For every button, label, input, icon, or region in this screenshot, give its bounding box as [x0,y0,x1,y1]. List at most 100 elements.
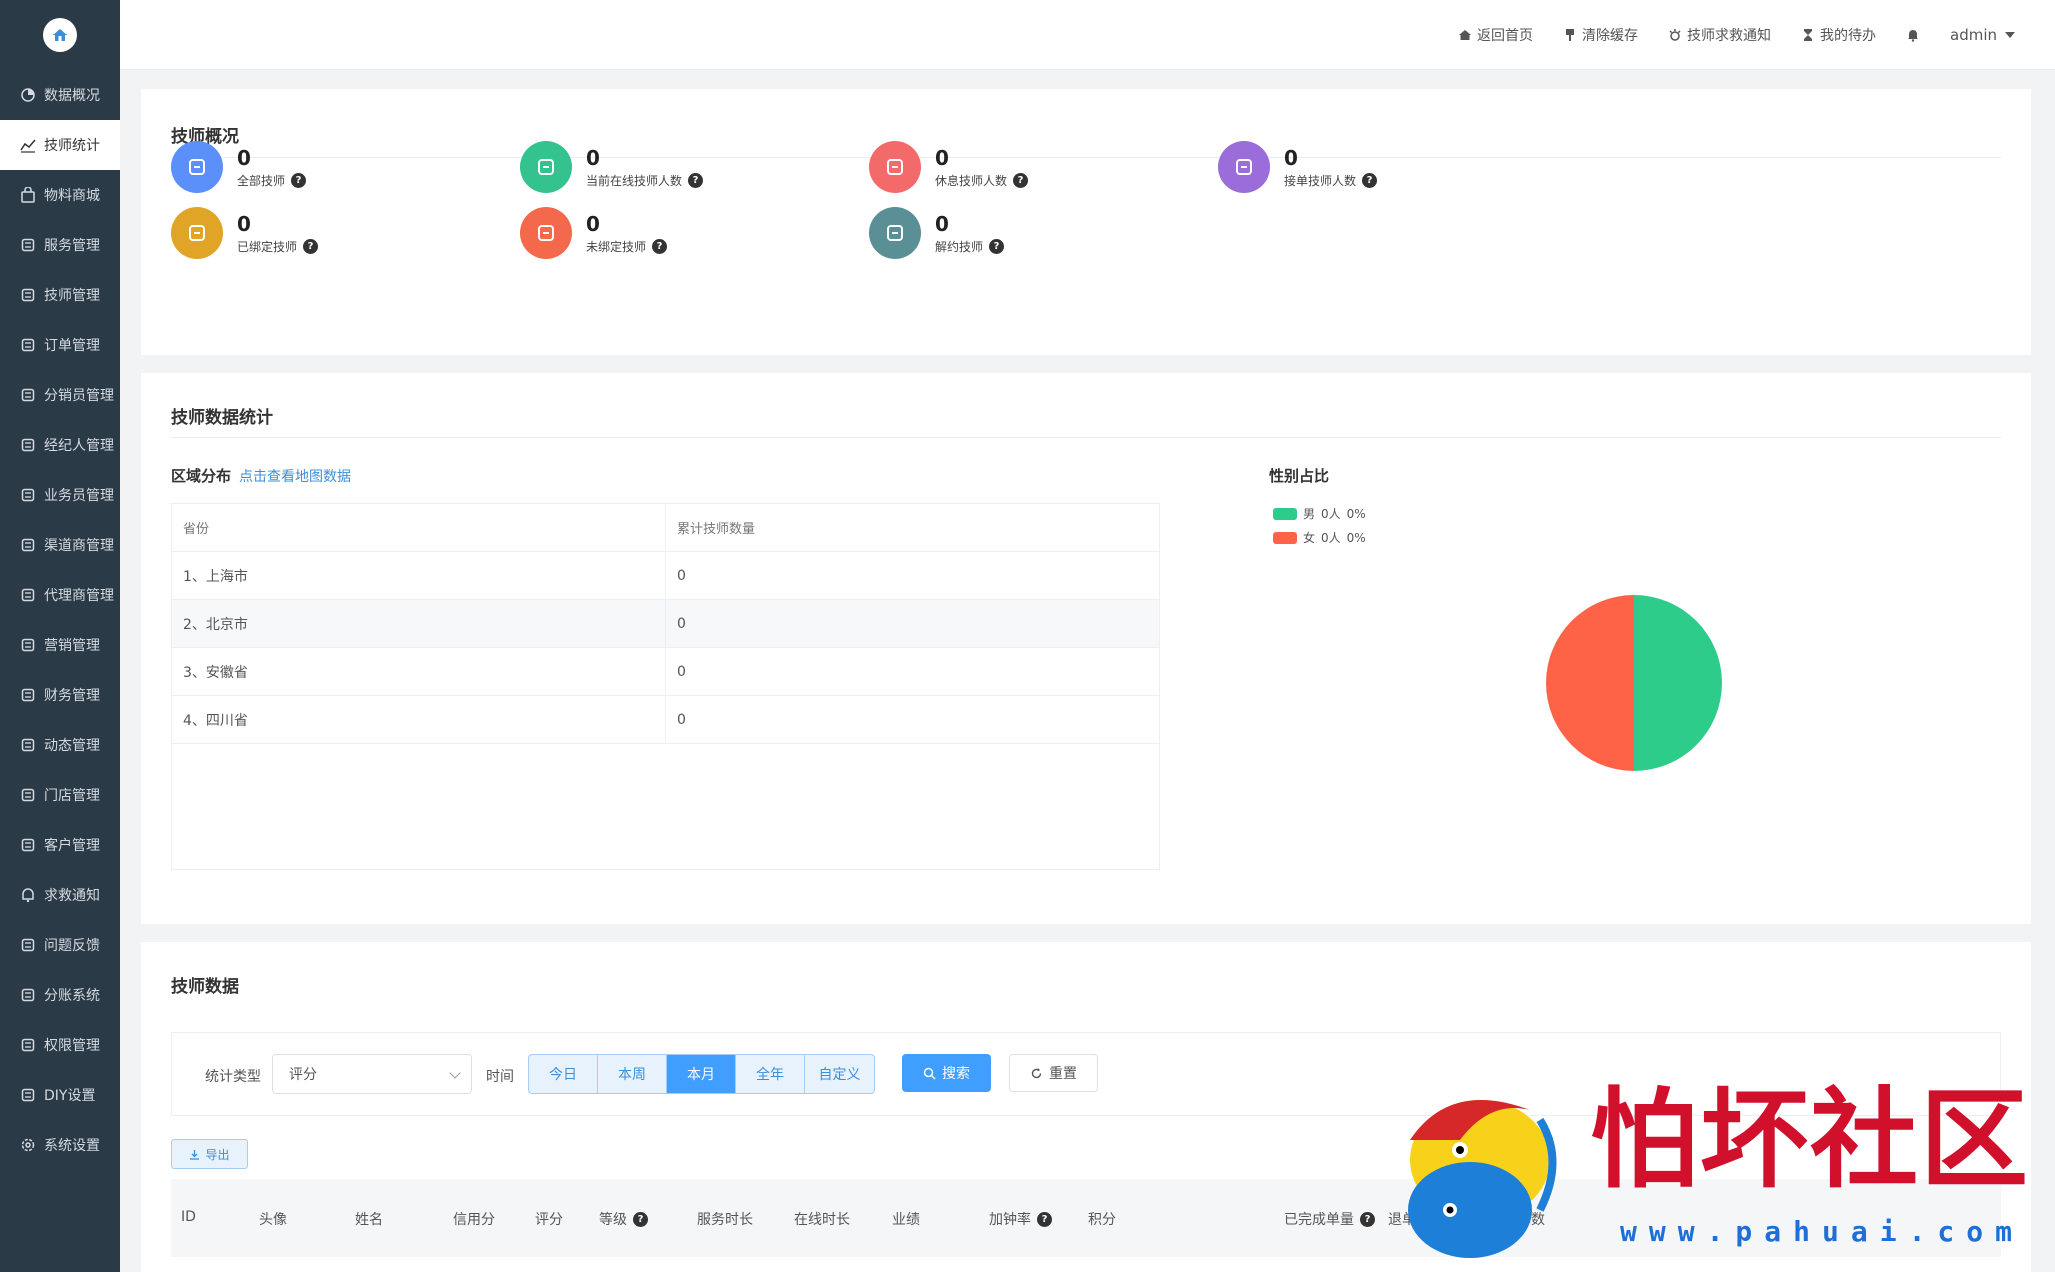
sos-notice-link[interactable]: 技师求救通知 [1668,25,1771,45]
sidebar-item-2[interactable]: 物料商城 [0,170,120,220]
stat-item: 0 休息技师人数? [869,141,1029,193]
province-cell: 1、上海市 [172,552,666,599]
sidebar-item-9[interactable]: 渠道商管理 [0,520,120,570]
sidebar-item-5[interactable]: 订单管理 [0,320,120,370]
export-button[interactable]: 导出 [171,1139,248,1169]
column-header[interactable]: 在线时长 [794,1209,850,1229]
sidebar-item-19[interactable]: 权限管理 [0,1020,120,1070]
sidebar-item-label: 业务员管理 [44,488,114,504]
help-icon[interactable]: ? [989,238,1005,254]
table-row: 1、上海市 0 [172,552,1159,600]
legend-item[interactable]: 女 0人 0% [1273,529,1366,546]
sidebar-item-14[interactable]: 门店管理 [0,770,120,820]
sidebar-item-8[interactable]: 业务员管理 [0,470,120,520]
legend-item[interactable]: 男 0人 0% [1273,505,1366,522]
region-title: 区域分布 [171,467,232,485]
file-x-icon [869,207,921,259]
sidebar-item-7[interactable]: 经纪人管理 [0,420,120,470]
user-menu[interactable]: admin [1950,26,2015,44]
pie-slice-女[interactable] [1546,595,1634,771]
stat-label: 未绑定技师 [586,239,647,254]
column-label: 业绩 [892,1212,920,1228]
time-option[interactable]: 本周 [598,1055,667,1093]
sidebar-item-12[interactable]: 财务管理 [0,670,120,720]
legend-count: 0人 [1321,531,1341,545]
view-map-link[interactable]: 点击查看地图数据 [239,469,352,485]
stat-value: 0 [1284,145,1298,170]
time-range-selector: 今日 本周 本月 全年 自定义 [528,1054,875,1094]
sidebar-item-17[interactable]: 问题反馈 [0,920,120,970]
help-icon[interactable]: ? [1013,172,1029,188]
column-header[interactable]: 头像 [259,1209,287,1229]
search-button[interactable]: 搜索 [902,1054,991,1092]
salesman-icon [20,487,36,503]
clear-cache-link[interactable]: 清除缓存 [1563,25,1638,45]
help-icon[interactable]: ? [1362,172,1378,188]
column-header[interactable]: 信用分 [453,1209,495,1229]
sidebar-item-6[interactable]: 分销员管理 [0,370,120,420]
stat-label: 解约技师 [935,239,984,254]
column-header[interactable]: ID [181,1209,196,1225]
help-icon[interactable]: ? [1037,1211,1052,1227]
sidebar-item-3[interactable]: 服务管理 [0,220,120,270]
column-header[interactable]: 姓名 [355,1209,383,1229]
time-option[interactable]: 全年 [736,1055,805,1093]
caret-down-icon [2005,32,2015,38]
search-icon [923,1067,936,1080]
help-icon[interactable]: ? [688,172,704,188]
column-header[interactable]: 积分 [1088,1209,1116,1229]
finance-icon [20,687,36,703]
column-header[interactable]: 评分 [535,1209,563,1229]
pie-slice-男[interactable] [1634,595,1722,771]
stat-type-select[interactable]: 评分 [272,1054,472,1094]
sidebar-item-15[interactable]: 客户管理 [0,820,120,870]
column-header[interactable]: 业绩 [892,1209,920,1229]
watermark: 怕坏社区 www.pahuai.com [1390,1080,2030,1270]
back-home-link[interactable]: 返回首页 [1458,25,1533,45]
legend-swatch [1273,507,1297,520]
legend-pct: 0% [1346,530,1366,545]
sidebar-item-11[interactable]: 营销管理 [0,620,120,670]
sidebar-item-label: 财务管理 [44,688,100,704]
help-icon[interactable]: ? [291,172,307,188]
sidebar-item-0[interactable]: 数据概况 [0,70,120,120]
region-table: 省份 累计技师数量 1、上海市 0 2、北京市 0 3、安徽省 0 4、四川省 0 [171,503,1160,870]
time-option[interactable]: 本月 [667,1055,736,1093]
help-icon[interactable]: ? [633,1211,648,1227]
sidebar-item-10[interactable]: 代理商管理 [0,570,120,620]
reset-button[interactable]: 重置 [1009,1054,1098,1092]
logo[interactable] [0,0,120,70]
column-header[interactable]: 等级? [599,1209,648,1229]
province-cell: 3、安徽省 [172,648,666,695]
sidebar-item-4[interactable]: 技师管理 [0,270,120,320]
bell-icon [20,887,36,903]
time-option[interactable]: 自定义 [818,1067,861,1083]
column-header[interactable]: 服务时长 [697,1209,753,1229]
monitor-icon [520,141,572,193]
sidebar-item-13[interactable]: 动态管理 [0,720,120,770]
header-count: 累计技师数量 [677,522,756,537]
legend-label: 女 [1303,531,1316,545]
dashboard-icon [20,87,36,103]
sidebar-item-16[interactable]: 求救通知 [0,870,120,920]
time-option[interactable]: 今日 [529,1055,598,1093]
todo-link[interactable]: 我的待办 [1801,25,1876,45]
stat-item: 0 全部技师? [171,141,307,193]
back-home-label: 返回首页 [1477,28,1533,44]
notification-bell[interactable] [1906,28,1920,42]
help-icon[interactable]: ? [652,238,668,254]
sidebar-item-1[interactable]: 技师统计 [0,120,120,170]
help-icon[interactable]: ? [303,238,319,254]
sidebar-item-21[interactable]: 系统设置 [0,1120,120,1170]
sidebar-item-label: DIY设置 [44,1088,96,1104]
search-label: 搜索 [942,1066,970,1082]
sidebar-item-20[interactable]: DIY设置 [0,1070,120,1120]
column-label: 已完成单量 [1284,1212,1354,1228]
column-header[interactable]: 已完成单量? [1284,1209,1375,1229]
legend-label: 男 [1303,507,1316,521]
sidebar-item-18[interactable]: 分账系统 [0,970,120,1020]
export-label: 导出 [205,1147,230,1162]
table-row: 3、安徽省 0 [172,648,1159,696]
column-header[interactable]: 加钟率? [989,1209,1052,1229]
help-icon[interactable]: ? [1360,1211,1375,1227]
